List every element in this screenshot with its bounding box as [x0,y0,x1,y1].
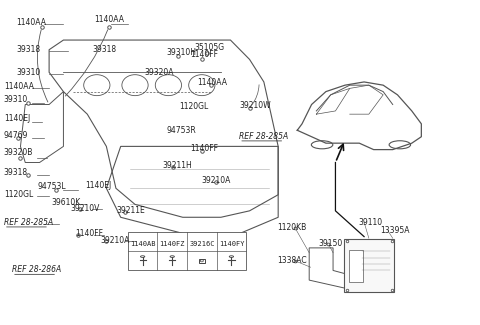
Text: 1140FF: 1140FF [190,145,218,153]
Text: 39318: 39318 [4,168,28,177]
Text: 39211H: 39211H [163,161,192,170]
Text: REF 28-285A: REF 28-285A [239,132,288,141]
Bar [128,232,246,270]
Text: 39310H: 39310H [166,48,196,58]
FancyBboxPatch shape [349,251,363,282]
Text: 39110: 39110 [359,218,383,227]
Text: 1140FF: 1140FF [75,229,103,238]
Text: 1140FF: 1140FF [190,50,218,59]
Text: REF 28-285A: REF 28-285A [4,218,53,227]
Text: 1140FZ: 1140FZ [159,241,185,247]
Text: 1140AA: 1140AA [95,15,124,24]
Text: 39318: 39318 [92,45,116,54]
Text: 39210V: 39210V [71,204,100,213]
Text: 39320A: 39320A [144,68,174,77]
Text: 39211E: 39211E [116,206,144,215]
Text: 35105G: 35105G [195,43,225,52]
Text: 1140FY: 1140FY [219,241,244,247]
Text: 39318: 39318 [17,45,41,54]
Text: 39320B: 39320B [4,148,33,157]
Text: 1120KB: 1120KB [277,223,306,232]
Text: 39310: 39310 [17,68,41,77]
Text: 13395A: 13395A [380,226,409,235]
Text: 1140AA: 1140AA [197,78,227,87]
Text: 1120GL: 1120GL [4,190,33,199]
Text: 1338AC: 1338AC [277,256,307,265]
FancyBboxPatch shape [344,239,394,292]
Text: 1140AA: 1140AA [4,82,34,91]
Text: 1140EJ: 1140EJ [4,114,30,124]
Text: 39210A: 39210A [101,236,130,245]
Text: REF 28-286A: REF 28-286A [12,265,61,274]
Text: 39210W: 39210W [239,101,271,110]
Text: 1140AB: 1140AB [130,241,156,247]
Text: 1140AA: 1140AA [17,18,47,27]
Text: 39216C: 39216C [189,241,215,247]
Text: 39150: 39150 [319,239,343,248]
Text: 94753R: 94753R [166,126,196,136]
FancyBboxPatch shape [199,259,205,263]
Text: 94769: 94769 [4,131,28,140]
Text: 1120GL: 1120GL [180,102,209,110]
Text: 39610K: 39610K [51,198,81,207]
Text: 39310: 39310 [4,95,28,104]
Text: 94753L: 94753L [37,182,66,191]
Text: 39210A: 39210A [202,176,231,185]
Text: 1140EJ: 1140EJ [85,181,111,190]
